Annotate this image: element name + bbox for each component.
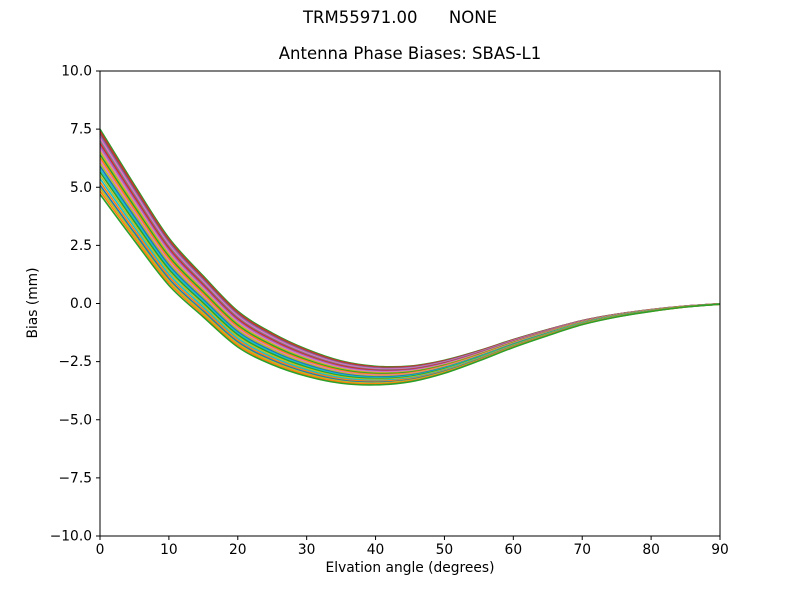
series-line-7 [99, 145, 721, 373]
y-tick-label: −10.0 [50, 529, 92, 545]
series-line-23 [99, 193, 721, 386]
y-tick-label: −7.5 [58, 470, 92, 486]
series-line-8 [99, 148, 721, 373]
series-line-9 [99, 151, 721, 374]
x-tick-label: 80 [642, 542, 660, 558]
y-tick-label: 0.0 [70, 296, 92, 312]
x-axis-label: Elvation angle (degrees) [325, 560, 495, 576]
chart-title: Antenna Phase Biases: SBAS-L1 [278, 44, 542, 63]
x-tick-label: 70 [573, 542, 591, 558]
y-tick-label: 10.0 [61, 64, 92, 80]
series-line-1 [99, 130, 721, 369]
series-line-6 [99, 143, 721, 372]
series-line-2 [99, 133, 721, 369]
y-axis-label: Bias (mm) [25, 267, 41, 339]
series-line-5 [99, 140, 721, 371]
y-tick-label: −2.5 [58, 354, 92, 370]
y-tick-label: −5.0 [58, 412, 92, 428]
x-tick-label: 90 [711, 542, 729, 558]
x-tick-label: 20 [229, 542, 247, 558]
x-tick-label: 60 [505, 542, 523, 558]
x-tick-label: 30 [298, 542, 316, 558]
x-tick-label: 50 [436, 542, 454, 558]
x-tick-label: 40 [367, 542, 385, 558]
series-line-4 [99, 137, 721, 371]
x-tick-label: 0 [96, 542, 105, 558]
y-tick-label: 7.5 [70, 122, 92, 138]
series-line-0 [99, 128, 721, 368]
y-tick-label: 5.0 [70, 180, 92, 196]
series-line-3 [99, 135, 721, 370]
y-tick-label: 2.5 [70, 238, 92, 254]
figure-suptitle: TRM55971.00 NONE [302, 8, 498, 27]
series-line-10 [99, 154, 721, 375]
x-tick-label: 10 [160, 542, 178, 558]
